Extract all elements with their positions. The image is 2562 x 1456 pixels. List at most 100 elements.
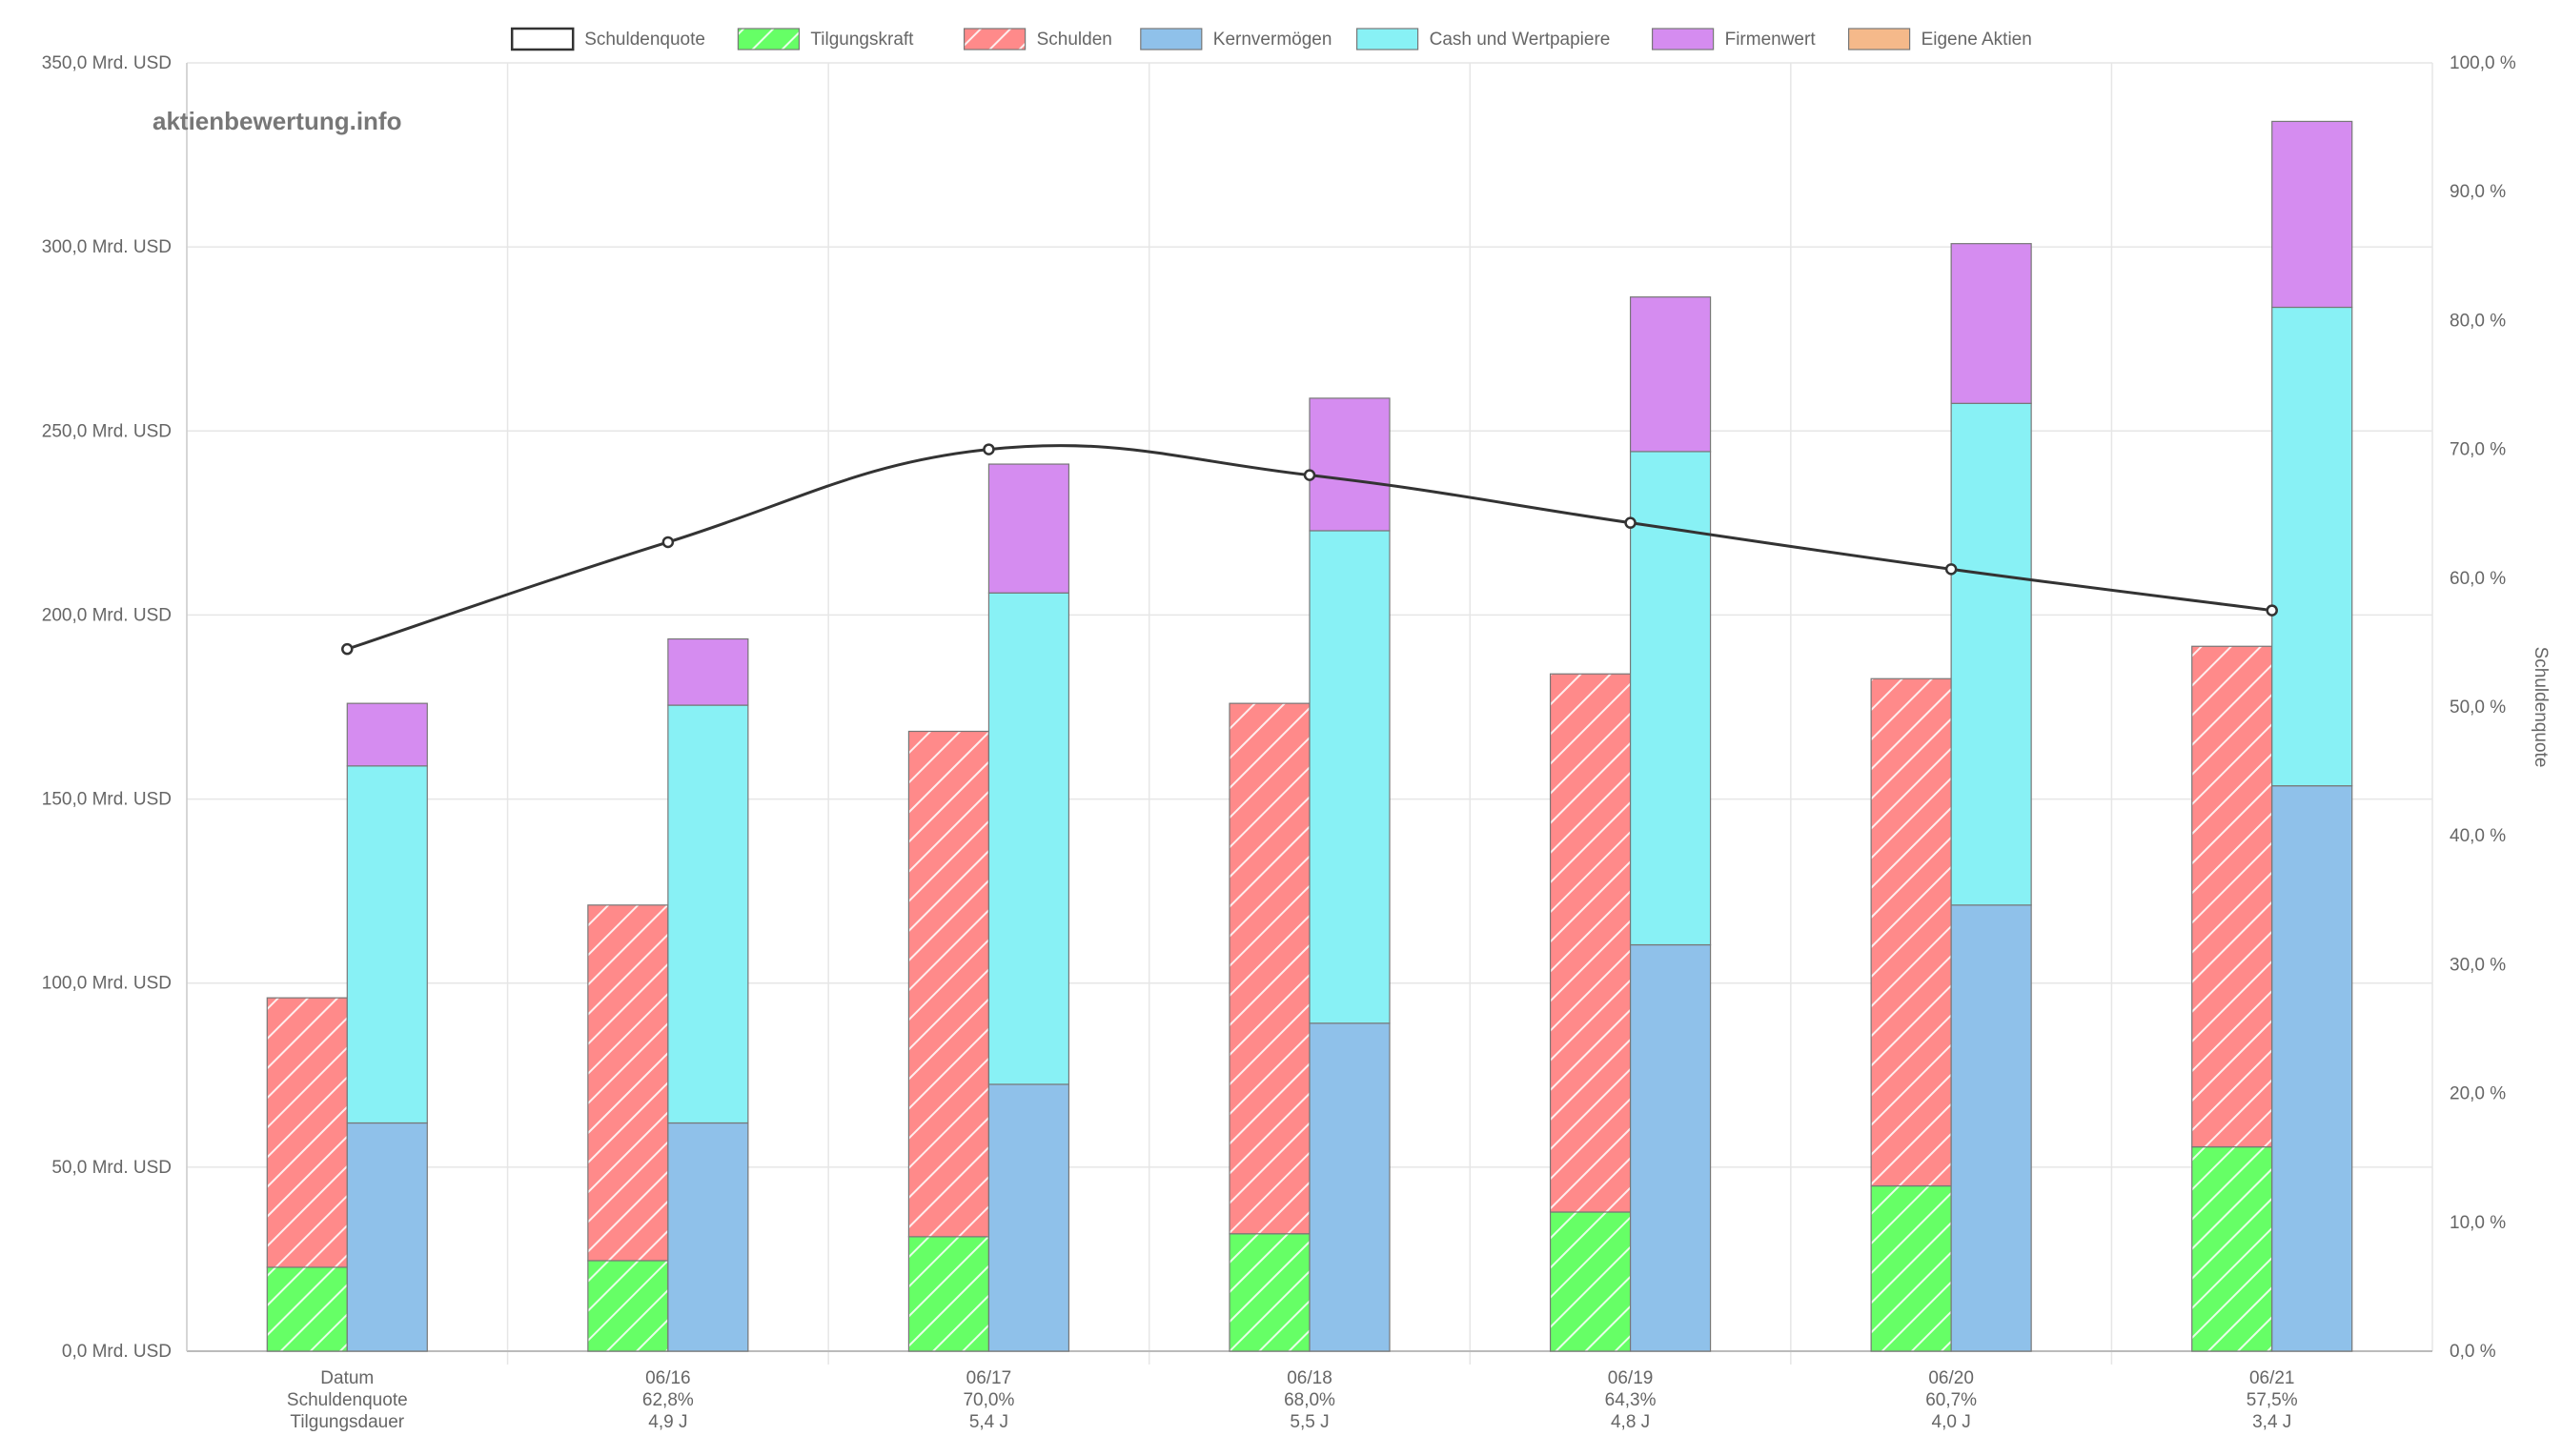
bar-kernvermoegen [1629,943,1712,1352]
bar-cash [1309,530,1391,1024]
legend: Schuldenquote Tilgungskraft Schulden Kernve… [510,27,2032,51]
y-right-tick-label: 10,0 % [2450,1213,2506,1233]
legend-swatch-cash [1355,28,1419,51]
axis-layer: 0,0 Mrd. USD 50,0 Mrd. USD 100,0 Mrd. USD 1… [42,53,2551,1432]
bar-cash [987,592,1070,1085]
y-left-tick-label: 50,0 Mrd. USD [51,1158,172,1178]
legend-label: Firmenwert [1725,30,1817,50]
line-point-schuldenquote [661,536,675,549]
legend-swatch-schuldenquote [510,27,575,51]
bar-cash [2271,306,2353,787]
bar-cash [346,765,428,1124]
y-right-tick-label: 70,0 % [2450,440,2506,460]
x-tick-tilgungsdauer-label: Tilgungsdauer [290,1412,404,1432]
bar-firmenwert [2271,120,2353,309]
y-right-tick-label: 60,0 % [2450,569,2506,589]
y-left-tick-label: 350,0 Mrd. USD [42,53,172,73]
x-tick-schuldenquote-label: 68,0% [1284,1390,1335,1410]
bar-cash [1950,402,2032,906]
bar-tilgungskraft [1870,1184,1952,1352]
x-tick-schuldenquote-label: 70,0% [963,1390,1014,1410]
legend-item-cash: Cash und Wertpapiere [1355,28,1611,51]
x-tick-tilgungsdauer-label: 3,4 J [2252,1412,2291,1432]
legend-item-kernvermoegen: Kernvermögen [1140,28,1332,51]
x-tick-tilgungsdauer-label: 5,5 J [1290,1412,1329,1432]
bar-schulden [1549,673,1632,1213]
line-point-schuldenquote [1303,469,1316,481]
bar-schulden [587,904,669,1262]
legend-item-schuldenquote: Schuldenquote [510,27,705,51]
y-left-tick-label: 0,0 Mrd. USD [62,1342,172,1362]
x-tick-label: Datum [320,1368,374,1388]
x-tick-tilgungsdauer-label: 5,4 J [969,1412,1008,1432]
y-right-tick-label: 100,0 % [2450,53,2516,73]
bar-kernvermoegen [1950,904,2032,1352]
legend-item-schulden: Schulden [963,28,1112,51]
legend-item-tilgungskraft: Tilgungskraft [737,28,914,51]
y-left-tick-label: 100,0 Mrd. USD [42,974,172,994]
bar-cash [667,704,749,1124]
legend-swatch-eigene_aktien [1847,28,1911,51]
y-right-tick-label: 90,0 % [2450,182,2506,202]
y-right-tick-label: 0,0 % [2450,1342,2496,1362]
bar-kernvermoegen [987,1083,1070,1352]
line-point-schuldenquote [2266,604,2278,617]
legend-swatch-schulden [963,28,1027,51]
bar-tilgungskraft [266,1266,348,1352]
watermark-logo: aktienbewertung.info [152,107,401,135]
x-tick-label: 06/21 [2249,1368,2295,1388]
bar-schulden [907,730,990,1238]
x-tick-schuldenquote-label: 64,3% [1605,1390,1657,1410]
line-point-schuldenquote [1624,516,1637,529]
bar-firmenwert [667,637,749,706]
legend-label: Schuldenquote [584,30,705,50]
bar-kernvermoegen [346,1122,428,1352]
legend-label: Cash und Wertpapiere [1430,30,1611,50]
line-point-schuldenquote [1944,563,1958,576]
x-tick-tilgungsdauer-label: 4,9 J [648,1412,687,1432]
x-tick-schuldenquote-label: Schuldenquote [287,1390,408,1410]
bar-tilgungskraft [587,1260,669,1352]
bar-firmenwert [346,702,428,767]
x-tick-tilgungsdauer-label: 4,0 J [1932,1412,1971,1432]
x-tick-label: 06/18 [1287,1368,1332,1388]
line-layer [341,443,2278,656]
x-tick-label: 06/17 [966,1368,1012,1388]
x-tick-label: 06/20 [1928,1368,1974,1388]
bar-firmenwert [987,463,1070,594]
y-right-tick-label: 40,0 % [2450,826,2506,846]
bar-kernvermoegen [667,1122,749,1352]
legend-item-firmenwert: Firmenwert [1651,28,1817,51]
bar-layer [266,120,2353,1352]
legend-swatch-firmenwert [1651,28,1715,51]
bar-tilgungskraft [1229,1233,1311,1352]
x-tick-label: 06/19 [1608,1368,1654,1388]
legend-item-eigene_aktien: Eigene Aktien [1847,28,2032,51]
y-right-axis-title: Schuldenquote [2531,647,2551,768]
bar-tilgungskraft [1549,1211,1632,1352]
legend-label: Eigene Aktien [1922,30,2032,50]
legend-label: Kernvermögen [1213,30,1332,50]
y-left-tick-label: 250,0 Mrd. USD [42,421,172,441]
y-right-tick-label: 30,0 % [2450,955,2506,975]
x-tick-schuldenquote-label: 62,8% [642,1390,694,1410]
bar-schulden [266,997,348,1268]
y-right-tick-label: 80,0 % [2450,311,2506,331]
legend-swatch-tilgungskraft [737,28,801,51]
x-tick-label: 06/16 [645,1368,691,1388]
line-point-schuldenquote [341,642,354,656]
y-left-tick-label: 200,0 Mrd. USD [42,605,172,625]
x-tick-schuldenquote-label: 57,5% [2247,1390,2298,1410]
y-right-tick-label: 20,0 % [2450,1084,2506,1104]
bar-tilgungskraft [2191,1146,2273,1352]
bar-firmenwert [1950,243,2032,404]
legend-swatch-kernvermoegen [1140,28,1203,51]
bar-schulden [1870,677,1952,1187]
x-tick-tilgungsdauer-label: 4,8 J [1611,1412,1650,1432]
y-left-tick-label: 150,0 Mrd. USD [42,790,172,810]
y-right-tick-label: 50,0 % [2450,698,2506,718]
legend-label: Schulden [1037,30,1112,50]
bar-firmenwert [1309,397,1391,532]
